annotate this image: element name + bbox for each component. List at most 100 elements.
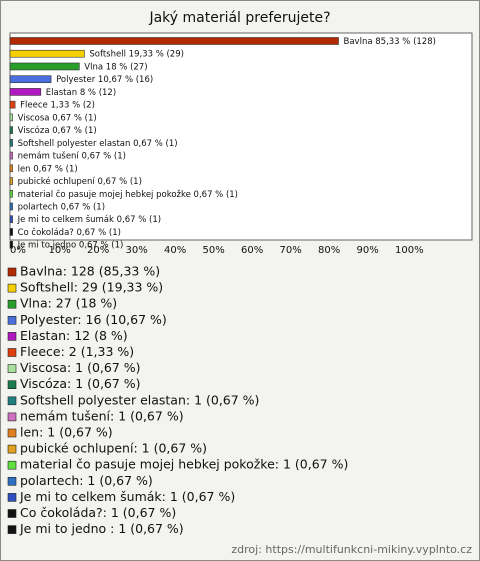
bar [9, 240, 13, 249]
bar-category: Je mi to celkem šumák [17, 214, 114, 225]
legend-label: Softshell: 29 (19,33 %) [20, 280, 163, 295]
bar-label: polartech 0,67 % (1) [18, 202, 105, 212]
bar [9, 75, 52, 83]
legend-swatch [7, 332, 17, 341]
bar-category: Softshell [89, 49, 126, 59]
bar-value-label: 0,67 % (1) [61, 202, 105, 212]
legend-swatch [7, 444, 17, 454]
legend-label: Polyester: 16 (10,67 %) [20, 312, 167, 327]
legend-swatch [7, 364, 17, 373]
x-tick-label: 80% [318, 245, 340, 256]
bar-label: Bavlna 85,33 % (128) [344, 37, 436, 47]
bar-category: Fleece [20, 100, 48, 110]
bar [9, 126, 13, 134]
bar-value-label: 0,67 % (1) [77, 227, 121, 237]
bar [9, 100, 16, 109]
bar [9, 215, 13, 224]
bar-label: nemám tušení 0,67 % (1) [18, 150, 126, 161]
bar [9, 49, 85, 58]
plot-area [9, 32, 473, 241]
bar [9, 177, 13, 185]
legend-swatch [7, 509, 17, 518]
bar [9, 202, 13, 211]
bar-value-label: 0,67 % (1) [97, 177, 141, 187]
legend-swatch [7, 315, 17, 325]
legend-swatch [7, 493, 17, 502]
bar-category: Softshell polyester elastan [18, 138, 131, 148]
legend-label: Vlna: 27 (18 %) [20, 296, 117, 311]
bar-category: Polyester [56, 75, 96, 85]
bar-label: Viscóza 0,67 % (1) [18, 125, 97, 136]
legend-swatch [7, 412, 17, 422]
legend-swatch [7, 348, 17, 357]
legend-label: Viscóza: 1 (0,67 %) [20, 376, 141, 391]
legend-label: material čo pasuje mojej hebkej pokožke:… [20, 457, 348, 472]
bar-category: Elastan [46, 87, 77, 97]
x-tick-label: 0% [10, 245, 26, 256]
bar-category: Viscóza [18, 125, 50, 136]
legend-swatch [7, 476, 17, 486]
bar-label: Softshell 19,33 % (29) [89, 49, 184, 59]
legend-swatch [7, 283, 17, 293]
bar [9, 139, 13, 147]
x-tick-label: 70% [280, 245, 302, 256]
bar-value-label: 0,67 % (1) [52, 113, 96, 123]
bar-label: Polyester 10,67 % (16) [56, 75, 153, 85]
legend-swatch [7, 525, 17, 534]
x-tick-label: 60% [241, 245, 263, 256]
legend-label: Softshell polyester elastan: 1 (0,67 %) [20, 392, 259, 407]
bar-category: len [18, 164, 31, 174]
bar-value-label: 85,33 % (128) [375, 37, 436, 47]
source: zdroj: https://multifunkcni-mikiny.vypln… [231, 543, 472, 556]
legend-label: Je mi to jedno : 1 (0,67 %) [19, 521, 184, 536]
legend-swatch [7, 396, 17, 406]
bar-label: Fleece 1,33 % (2) [20, 100, 95, 110]
bar-label: material čo pasuje mojej hebkej pokožke … [18, 188, 238, 199]
chart-title: Jaký materiál preferujete? [148, 10, 330, 26]
x-tick-label: 40% [164, 245, 186, 256]
legend-label: pubické ochlupení: 1 (0,67 %) [20, 441, 207, 456]
bar-label: Elastan 8 % (12) [46, 87, 116, 97]
legend-label: Je mi to celkem šumák: 1 (0,67 %) [19, 489, 235, 504]
bar-value-label: 1,33 % (2) [50, 100, 94, 110]
bar-value-label: 0,67 % (1) [194, 189, 238, 199]
bar-value-label: 0,67 % (1) [82, 151, 126, 161]
x-tick-label: 30% [126, 245, 148, 256]
bar-category: Bavlna [344, 37, 373, 47]
x-tick-label: 90% [357, 245, 379, 256]
bar [9, 62, 80, 71]
bar-category: Co čokoláda? [18, 226, 74, 237]
legend-label: Bavlna: 128 (85,33 %) [20, 264, 160, 279]
bar-category: polartech [18, 202, 58, 212]
bar-label: Je mi to celkem šumák 0,67 % (1) [17, 214, 162, 225]
legend-label: Fleece: 2 (1,33 %) [20, 344, 134, 359]
bar-value-label: 0,67 % (1) [117, 215, 161, 225]
bar-category: Vlna [84, 62, 103, 72]
bar-label: Viscosa 0,67 % (1) [18, 113, 97, 123]
bar-label: pubické ochlupení 0,67 % (1) [18, 176, 142, 187]
bar-category: Je mi to jedno [17, 240, 77, 250]
bar-value-label: 0,67 % (1) [33, 164, 77, 174]
bar-value-label: 0,67 % (1) [52, 126, 96, 136]
bar-label: Je mi to jedno 0,67 % (1) [17, 240, 124, 250]
bar-label: Softshell polyester elastan 0,67 % (1) [18, 138, 178, 148]
bar-label: len 0,67 % (1) [18, 164, 78, 174]
x-tick-label: 50% [203, 245, 225, 256]
bar [9, 228, 13, 236]
x-tick-label: 100% [395, 245, 424, 256]
legend-label: nemám tušení: 1 (0,67 %) [20, 408, 184, 423]
bar-category: Viscosa [18, 113, 50, 123]
legend-swatch [7, 380, 17, 390]
legend-label: polartech: 1 (0,67 %) [20, 473, 153, 488]
bar-category: material čo pasuje mojej hebkej pokožke [18, 188, 191, 199]
bar [9, 189, 13, 198]
legend-label: len: 1 (0,67 %) [20, 425, 113, 440]
legend-swatch [7, 460, 17, 470]
bar-value-label: 18 % (27) [106, 62, 148, 72]
bar-value-label: 19,33 % (29) [129, 49, 184, 59]
bar-label: Vlna 18 % (27) [84, 62, 147, 72]
bar-category: pubické ochlupení [18, 176, 96, 187]
bar-value-label: 10,67 % (16) [98, 75, 153, 85]
